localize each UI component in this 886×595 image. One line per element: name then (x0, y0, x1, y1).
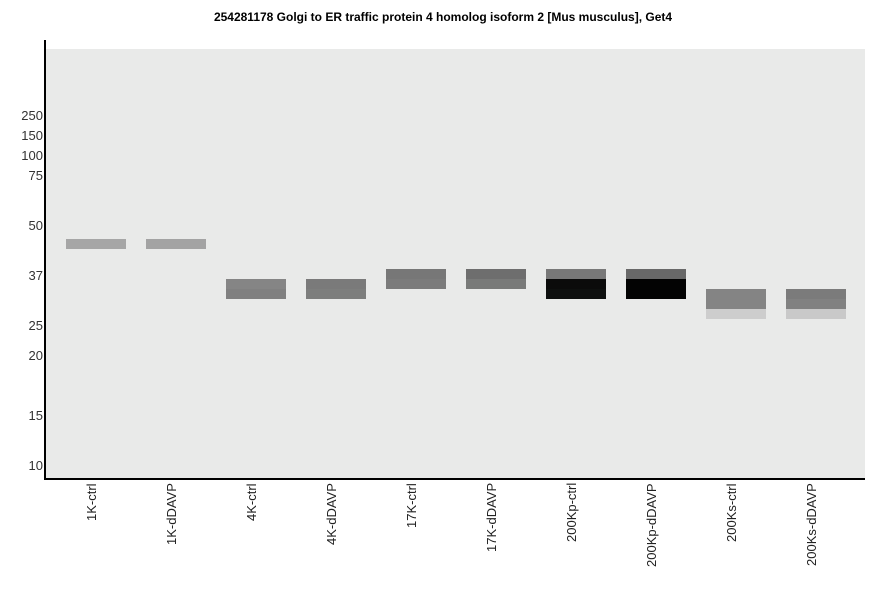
lane-label: 17K-dDAVP (484, 482, 499, 552)
band-4K-dDAVP (306, 289, 366, 299)
lane-label: 17K-ctrl (404, 483, 419, 528)
band-200Ks-dDAVP (786, 309, 846, 319)
band-4K-dDAVP (306, 279, 366, 289)
band-200Kp-ctrl (546, 289, 606, 299)
y-tick-label: 37 (28, 268, 43, 283)
band-17K-dDAVP (466, 269, 526, 279)
chart-title: 254281178 Golgi to ER traffic protein 4 … (213, 10, 673, 24)
band-4K-ctrl (226, 279, 286, 289)
y-axis (44, 40, 46, 480)
lane-label: 1K-dDAVP (164, 483, 179, 545)
lane-label: 4K-ctrl (244, 483, 259, 521)
y-tick-label: 25 (28, 318, 43, 333)
lane-label: 200Kp-ctrl (564, 482, 579, 542)
lane-label: 200Ks-ctrl (724, 483, 739, 542)
y-tick-label: 150 (21, 128, 43, 143)
x-axis (44, 478, 865, 480)
band-200Kp-dDAVP (626, 279, 686, 299)
band-200Kp-ctrl (546, 269, 606, 279)
band-1K-dDAVP (146, 239, 206, 249)
y-tick-label: 20 (28, 348, 43, 363)
lane-label: 200Ks-dDAVP (804, 483, 819, 566)
band-200Ks-dDAVP (786, 299, 846, 309)
band-200Kp-ctrl (546, 279, 606, 289)
band-200Ks-ctrl (706, 309, 766, 319)
band-200Ks-ctrl (706, 289, 766, 309)
y-tick-label: 75 (28, 168, 43, 183)
band-1K-ctrl (66, 239, 126, 249)
band-200Ks-dDAVP (786, 289, 846, 299)
y-tick-label: 50 (28, 218, 43, 233)
lane-label: 1K-ctrl (84, 483, 99, 521)
lane-label: 200Kp-dDAVP (644, 483, 659, 567)
band-17K-dDAVP (466, 279, 526, 289)
lane-label: 4K-dDAVP (324, 483, 339, 545)
y-tick-label: 100 (21, 148, 43, 163)
gel-panel (46, 49, 865, 479)
y-tick-label: 250 (21, 108, 43, 123)
band-17K-ctrl (386, 279, 446, 289)
y-tick-label: 15 (28, 408, 43, 423)
band-200Kp-dDAVP (626, 269, 686, 279)
band-17K-ctrl (386, 269, 446, 279)
y-tick-label: 10 (28, 458, 43, 473)
band-4K-ctrl (226, 289, 286, 299)
